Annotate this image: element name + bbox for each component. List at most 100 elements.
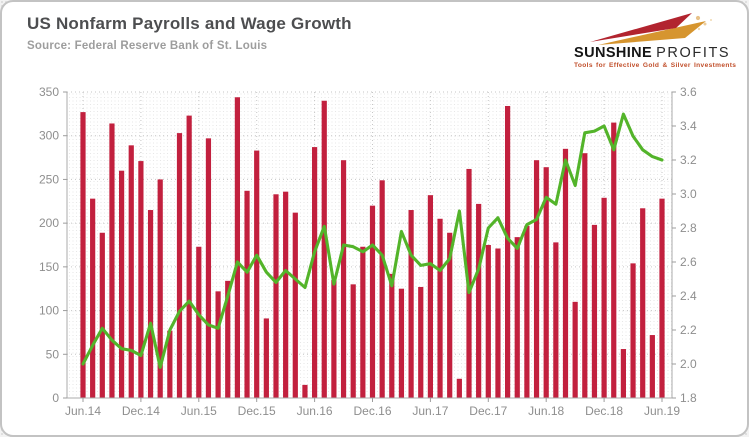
payroll-bar (360, 246, 366, 398)
payroll-bar (128, 145, 134, 398)
payroll-bar (321, 100, 327, 399)
axes (66, 92, 673, 399)
left-axis-labels: 0 50 100 150 200 250 300 350 (39, 85, 67, 405)
payroll-bar (263, 318, 269, 398)
payroll-bar (350, 284, 356, 398)
payroll-bar (331, 279, 337, 398)
payroll-bar (456, 378, 462, 398)
payrolls-bars (80, 97, 665, 399)
payroll-bar (273, 194, 279, 398)
svg-text:2.8: 2.8 (680, 221, 697, 235)
payroll-bar (649, 335, 655, 398)
payroll-bar (157, 179, 163, 398)
payroll-bar (476, 203, 482, 398)
sunshine-profits-logo: SUNSHINE PROFITS Tools for Effective Gold… (574, 12, 736, 69)
payroll-bar (505, 105, 511, 399)
payroll-bar (292, 212, 298, 398)
payroll-bar (225, 280, 231, 398)
svg-text:2.0: 2.0 (680, 357, 697, 371)
svg-text:50: 50 (46, 347, 60, 361)
payroll-bar (340, 160, 347, 398)
payroll-bar (427, 195, 433, 398)
svg-text:1.8: 1.8 (680, 391, 697, 405)
payroll-bar (620, 349, 626, 398)
chart-source: Source: Federal Reserve Bank of St. Loui… (27, 40, 268, 52)
payroll-bar (640, 208, 646, 398)
payroll-bar (109, 123, 115, 398)
svg-text:3.4: 3.4 (680, 119, 697, 133)
payroll-bar (283, 191, 289, 398)
svg-text:Jun.16: Jun.16 (297, 404, 333, 418)
payroll-bar (533, 160, 540, 398)
payroll-bar (186, 115, 192, 399)
payroll-bar (138, 161, 144, 398)
payroll-bar (99, 232, 105, 398)
logo-arrows-icon (590, 13, 712, 45)
payroll-bar (119, 170, 125, 398)
svg-text:Dec.18: Dec.18 (585, 404, 623, 418)
payroll-bar (302, 384, 308, 398)
wage-growth-line (81, 112, 664, 369)
svg-text:Jun.17: Jun.17 (412, 404, 448, 418)
svg-text:250: 250 (39, 172, 59, 186)
svg-text:Dec.15: Dec.15 (238, 404, 276, 418)
payroll-bar (591, 224, 598, 398)
x-axis-labels: Jun.14 Dec.14 Jun.15 Dec.15 Jun.16 Dec.16 Jun.… (65, 398, 680, 418)
payroll-bar (369, 205, 376, 398)
payroll-bar (437, 218, 443, 398)
svg-text:Jun.19: Jun.19 (644, 404, 680, 418)
payroll-bar (514, 237, 520, 398)
payroll-bar (630, 263, 636, 398)
payroll-bar (254, 150, 260, 398)
svg-text:2.4: 2.4 (680, 289, 697, 303)
payroll-bar (543, 167, 549, 398)
svg-text:3.2: 3.2 (680, 153, 697, 167)
logo-name: SUNSHINE PROFITS (574, 45, 736, 61)
payroll-bar (572, 301, 578, 398)
svg-text:3.6: 3.6 (680, 85, 697, 99)
payroll-bar (196, 246, 202, 398)
payroll-bar (553, 242, 559, 398)
horizontal-gridlines (67, 91, 672, 355)
svg-text:Dec.17: Dec.17 (469, 404, 507, 418)
svg-text:0: 0 (52, 391, 59, 405)
payroll-bar (611, 122, 617, 398)
payroll-bar (379, 180, 385, 398)
payroll-bar (418, 286, 424, 398)
svg-text:Jun.14: Jun.14 (65, 404, 101, 418)
payroll-bar (90, 198, 96, 398)
right-axis-labels: 1.8 2.0 2.2 2.4 2.6 2.8 3.0 3.2 3.4 3.6 (672, 85, 697, 405)
payroll-bar (215, 291, 221, 398)
payroll-bar (244, 190, 250, 398)
svg-text:Dec.16: Dec.16 (353, 404, 391, 418)
logo-name-profits: PROFITS (656, 45, 731, 61)
payroll-bar (312, 147, 318, 398)
payroll-bar (167, 330, 173, 398)
logo-name-sunshine: SUNSHINE (574, 45, 653, 61)
svg-text:3.0: 3.0 (680, 187, 697, 201)
payroll-bar (447, 232, 453, 398)
payroll-bar (389, 273, 395, 398)
svg-text:200: 200 (39, 216, 59, 230)
payroll-bar (582, 153, 588, 398)
svg-text:Jun.15: Jun.15 (181, 404, 217, 418)
svg-text:150: 150 (39, 260, 59, 274)
payroll-bar (659, 198, 665, 398)
chart-title: US Nonfarm Payrolls and Wage Growth (27, 14, 352, 33)
payroll-bar (601, 197, 607, 398)
svg-text:Dec.14: Dec.14 (122, 404, 160, 418)
payroll-bar (205, 138, 212, 398)
svg-text:2.2: 2.2 (680, 323, 697, 337)
payroll-bar (398, 288, 405, 398)
payroll-bar (495, 248, 501, 398)
logo-tagline: Tools for Effective Gold & Silver Invest… (574, 62, 737, 69)
svg-text:300: 300 (39, 129, 59, 143)
payroll-bar (485, 245, 491, 398)
svg-text:Jun.18: Jun.18 (528, 404, 564, 418)
svg-text:2.6: 2.6 (680, 255, 697, 269)
payroll-bar (80, 112, 86, 399)
payroll-bar (147, 210, 154, 398)
payroll-bar (562, 148, 569, 398)
